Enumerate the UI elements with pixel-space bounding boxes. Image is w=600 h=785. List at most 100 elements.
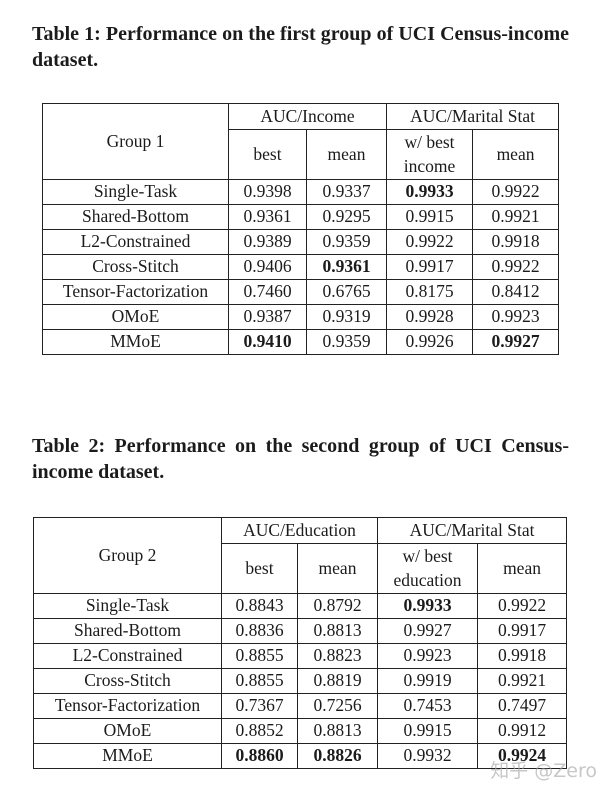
value-cell: 0.9919 <box>377 668 479 694</box>
method-cell: Single-Task <box>42 179 229 205</box>
value-cell: 0.9319 <box>305 304 388 330</box>
table2-header-row-1: Group 2 AUC/Education AUC/Marital Stat <box>33 517 568 594</box>
table-row: Cross-Stitch 0.8855 0.8819 0.9919 0.9921 <box>33 668 568 694</box>
value-cell: 0.9295 <box>305 204 388 230</box>
table1-caption: Table 1: Performance on the first group … <box>32 23 569 71</box>
table2-span-header-auc-marital: AUC/Marital Stat <box>377 517 568 544</box>
value-cell: 0.8412 <box>472 279 560 305</box>
table2-caption: Table 2: Performance on the second group… <box>32 435 569 483</box>
table-row: L2-Constrained 0.8855 0.8823 0.9923 0.9918 <box>33 643 568 669</box>
value-cell: 0.9912 <box>477 718 568 744</box>
value-cell: 0.9927 <box>377 618 479 644</box>
value-cell: 0.8852 <box>221 718 298 744</box>
value-cell: 0.9337 <box>305 179 388 205</box>
table1-header-row-1: Group 1 AUC/Income AUC/Marital Stat <box>42 103 560 180</box>
value-cell: 0.9924 <box>477 743 568 769</box>
table-row: Single-Task 0.8843 0.8792 0.9933 0.9922 <box>33 593 568 619</box>
value-cell: 0.9926 <box>386 329 474 355</box>
value-cell: 0.9361 <box>305 254 388 280</box>
table-row: Tensor-Factorization 0.7367 0.7256 0.7453 0.… <box>33 693 568 719</box>
value-cell: 0.7256 <box>296 693 379 719</box>
table-row: OMoE 0.8852 0.8813 0.9915 0.9912 <box>33 718 568 744</box>
value-cell: 0.9933 <box>386 179 474 205</box>
value-cell: 0.9410 <box>228 329 307 355</box>
value-cell: 0.9918 <box>472 229 560 255</box>
value-cell: 0.9918 <box>477 643 568 669</box>
value-cell: 0.9923 <box>472 304 560 330</box>
table2-subheader-mean-education: mean <box>296 543 379 594</box>
table2-group-header: Group 2 <box>33 517 222 594</box>
method-cell: Tensor-Factorization <box>42 279 229 305</box>
value-cell: 0.9922 <box>477 593 568 619</box>
value-cell: 0.9917 <box>477 618 568 644</box>
value-cell: 0.7367 <box>221 693 298 719</box>
value-cell: 0.8836 <box>221 618 298 644</box>
method-cell: L2-Constrained <box>33 643 222 669</box>
value-cell: 0.8826 <box>296 743 379 769</box>
table-row: Tensor-Factorization 0.7460 0.6765 0.8175 0.… <box>42 279 560 305</box>
table2-performance-group2: Group 2 AUC/Education AUC/Marital Stat b… <box>33 517 568 769</box>
value-cell: 0.9398 <box>228 179 307 205</box>
table-row: OMoE 0.9387 0.9319 0.9928 0.9923 <box>42 304 560 330</box>
value-cell: 0.9932 <box>377 743 479 769</box>
table1-subheader-mean-marital: mean <box>472 129 560 180</box>
value-cell: 0.7460 <box>228 279 307 305</box>
value-cell: 0.8175 <box>386 279 474 305</box>
table1-subheader-best: best <box>228 129 307 180</box>
value-cell: 0.9922 <box>386 229 474 255</box>
table-row: MMoE 0.9410 0.9359 0.9926 0.9927 <box>42 329 560 355</box>
table1-performance-group1: Group 1 AUC/Income AUC/Marital Stat best… <box>42 103 560 355</box>
method-cell: Shared-Bottom <box>33 618 222 644</box>
method-cell: OMoE <box>42 304 229 330</box>
value-cell: 0.9361 <box>228 204 307 230</box>
value-cell: 0.7497 <box>477 693 568 719</box>
table1-body: Single-Task 0.9398 0.9337 0.9933 0.9922 Share… <box>42 179 560 355</box>
table-row: Single-Task 0.9398 0.9337 0.9933 0.9922 <box>42 179 560 205</box>
value-cell: 0.9927 <box>472 329 560 355</box>
table2-subheader-w-best-education: w/ best education <box>377 543 479 594</box>
value-cell: 0.7453 <box>377 693 479 719</box>
value-cell: 0.9933 <box>377 593 479 619</box>
value-cell: 0.8855 <box>221 643 298 669</box>
value-cell: 0.8813 <box>296 618 379 644</box>
method-cell: Cross-Stitch <box>33 668 222 694</box>
method-cell: Cross-Stitch <box>42 254 229 280</box>
method-cell: Single-Task <box>33 593 222 619</box>
table2-subheader-best: best <box>221 543 298 594</box>
value-cell: 0.9922 <box>472 254 560 280</box>
value-cell: 0.9917 <box>386 254 474 280</box>
value-cell: 0.9921 <box>472 204 560 230</box>
value-cell: 0.6765 <box>305 279 388 305</box>
method-cell: MMoE <box>33 743 222 769</box>
table-row: Shared-Bottom 0.9361 0.9295 0.9915 0.9921 <box>42 204 560 230</box>
table1-subheader-mean-income: mean <box>305 129 388 180</box>
value-cell: 0.9928 <box>386 304 474 330</box>
value-cell: 0.9915 <box>377 718 479 744</box>
table1-span-header-auc-income: AUC/Income <box>227 103 388 130</box>
value-cell: 0.8823 <box>296 643 379 669</box>
table-row: L2-Constrained 0.9389 0.9359 0.9922 0.9918 <box>42 229 560 255</box>
table2-span-header-auc-education: AUC/Education <box>220 517 379 544</box>
table-row: Shared-Bottom 0.8836 0.8813 0.9927 0.9917 <box>33 618 568 644</box>
table1-group-header: Group 1 <box>42 103 229 180</box>
value-cell: 0.9923 <box>377 643 479 669</box>
table2-body: Single-Task 0.8843 0.8792 0.9933 0.9922 Share… <box>33 593 568 769</box>
method-cell: OMoE <box>33 718 222 744</box>
value-cell: 0.8819 <box>296 668 379 694</box>
value-cell: 0.9915 <box>386 204 474 230</box>
table-row: MMoE 0.8860 0.8826 0.9932 0.9924 <box>33 743 568 769</box>
table1-header-row-2: best mean w/ best income mean <box>43 129 560 180</box>
method-cell: Shared-Bottom <box>42 204 229 230</box>
table-row: Cross-Stitch 0.9406 0.9361 0.9917 0.9922 <box>42 254 560 280</box>
value-cell: 0.9921 <box>477 668 568 694</box>
value-cell: 0.8855 <box>221 668 298 694</box>
method-cell: MMoE <box>42 329 229 355</box>
table1-span-header-auc-marital: AUC/Marital Stat <box>386 103 560 130</box>
value-cell: 0.9387 <box>228 304 307 330</box>
method-cell: L2-Constrained <box>42 229 229 255</box>
value-cell: 0.9389 <box>228 229 307 255</box>
value-cell: 0.8813 <box>296 718 379 744</box>
table2-header-row-2: best mean w/ best education mean <box>34 543 568 594</box>
table2-subheader-mean-marital: mean <box>477 543 568 594</box>
method-cell: Tensor-Factorization <box>33 693 222 719</box>
